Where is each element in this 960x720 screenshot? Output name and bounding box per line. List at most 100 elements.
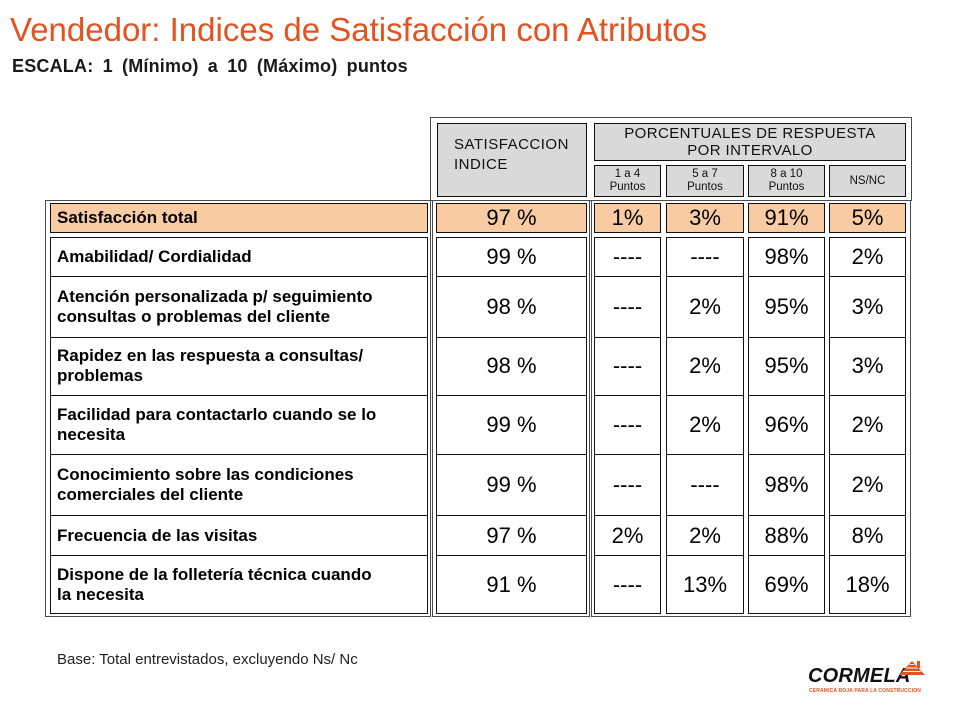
interval-nsnc-value: 18%: [845, 571, 890, 597]
interval-1-4-value: ----: [612, 412, 643, 437]
attribute-column: Amabilidad/ Cordialidad Atención personal…: [50, 237, 428, 614]
interval-1-4-value: ----: [612, 353, 643, 379]
base-footnote: Base: Total entrevistados, excluyendo Ns…: [57, 651, 358, 668]
interval-nsnc-value: 5%: [851, 205, 884, 230]
table-row-cell: 96%: [749, 394, 824, 455]
header-text-line: Puntos: [687, 181, 723, 193]
satisfaction-index-value: 99 %: [486, 472, 537, 498]
table-row-cell: 8%: [830, 515, 905, 555]
satisfaction-index-value: 98 %: [486, 353, 537, 379]
attribute-label-line: Conocimiento sobre las condiciones: [57, 465, 354, 485]
table-row-cell: ----: [595, 336, 660, 395]
table-row-cell: 95%: [749, 276, 824, 337]
table-row-cell: ----: [595, 454, 660, 515]
table-row-cell: Amabilidad/ Cordialidad: [51, 238, 427, 276]
table-row-cell: Atención personalizada p/ seguimiento con…: [51, 276, 427, 337]
header-text-line: INDICE: [454, 156, 508, 173]
satisfaction-index-value: 97 %: [486, 205, 537, 230]
interval-8-10-value: 96%: [764, 412, 809, 437]
table-row-cell: 99 %: [437, 238, 586, 276]
table-row-cell: 98%: [749, 454, 824, 515]
header-text-line: Puntos: [609, 181, 646, 193]
interval-5-7-total-cell: 3%: [666, 203, 744, 233]
header-text-line: POR INTERVALO: [687, 142, 813, 159]
attribute-label-line: Facilidad para contactarlo cuando se lo: [57, 405, 377, 424]
interval-8-10-value: 95%: [764, 294, 809, 320]
interval-8-10-total-cell: 91%: [748, 203, 825, 233]
table-row-cell: 2%: [595, 515, 660, 555]
attribute-label-line: Frecuencia de las visitas: [57, 525, 258, 545]
attribute-label-line: comerciales del cliente: [57, 485, 244, 505]
interval-8-10-value: 98%: [764, 244, 809, 270]
table-row-cell: 13%: [667, 555, 743, 613]
interval-1-4-header: 1 a 4 Puntos: [594, 165, 661, 197]
interval-8-10-value: 98%: [764, 472, 809, 498]
header-text-line: 8 a 10: [770, 168, 803, 180]
interval-5-7-value: 2%: [689, 294, 721, 320]
interval-5-7-value: 2%: [689, 522, 721, 548]
attribute-label-line: Amabilidad/ Cordialidad: [57, 247, 252, 267]
interval-1-4-value: ----: [612, 472, 643, 498]
table-row-cell: Rapidez en las respuesta a consultas/pro…: [51, 336, 427, 395]
attributes-frame: [45, 200, 431, 617]
interval-1-4-value: ----: [612, 294, 643, 320]
table-row-cell: ----: [595, 555, 660, 613]
interval-nsnc-value: 3%: [851, 353, 884, 379]
attribute-label-line: Satisfacción total: [57, 208, 198, 227]
table-row-cell: 3%: [830, 276, 905, 337]
table-row-cell: Facilidad para contactarlo cuando se lo n…: [51, 394, 427, 455]
table-row-cell: Frecuencia de las visitas: [51, 515, 427, 555]
interval-8-10-value: 88%: [764, 522, 809, 548]
table-row-cell: 2%: [830, 238, 905, 276]
attribute-total-cell: Satisfacción total: [50, 203, 428, 233]
header-text-line: Puntos: [768, 181, 805, 193]
header-text-line: 5 a 7: [692, 168, 718, 180]
table-row-cell: 99 %: [437, 454, 586, 515]
interval-1-4-total-cell: 1%: [594, 203, 661, 233]
attribute-label-line: necesita: [57, 425, 126, 444]
interval-nsnc-value: 2%: [851, 412, 884, 437]
header-text-line: PORCENTUALES DE RESPUESTA: [624, 125, 876, 142]
table-row-cell: 18%: [830, 555, 905, 613]
interval-nsnc-header: NS/NC: [829, 165, 906, 197]
satisfaction-index-value: 98 %: [486, 294, 537, 320]
table-row-cell: 2%: [667, 515, 743, 555]
interval-1-4-value: ----: [612, 244, 643, 270]
interval-5-7-column: ---- 2% 2% 2% ---- 2% 13%: [666, 237, 744, 614]
table-row-cell: 99 %: [437, 394, 586, 455]
header-text-line: NS/NC: [849, 174, 886, 187]
interval-1-4-value: 1%: [611, 205, 644, 230]
intervals-frame: [591, 200, 911, 617]
table-row-cell: Conocimiento sobre las condiciones comerc…: [51, 454, 427, 515]
satisfaction-index-total-cell: 97 %: [436, 203, 587, 233]
interval-5-7-value: ----: [690, 244, 720, 270]
table-row-cell: 91 %: [437, 555, 586, 613]
attribute-label-line: Dispone de la folletería técnica cuando: [57, 564, 372, 584]
attribute-label-line: Rapidez en las respuesta a consultas/: [57, 346, 364, 366]
attribute-label-line: Atención personalizada p/ seguimiento: [57, 287, 373, 307]
interval-nsnc-value: 8%: [851, 522, 884, 548]
table-row-cell: 2%: [667, 394, 743, 455]
interval-8-10-value: 95%: [764, 353, 809, 379]
slide-title: Vendedor: Indices de Satisfacción con At…: [10, 11, 708, 48]
satisfaction-index-value: 99 %: [486, 412, 537, 437]
table-row-cell: Dispone de la folletería técnica cuando l…: [51, 555, 427, 613]
table-row-cell: ----: [667, 454, 743, 515]
table-row-cell: ----: [595, 394, 660, 455]
table-row-cell: 2%: [830, 394, 905, 455]
interval-5-7-value: 3%: [689, 205, 721, 230]
scale-subtitle: ESCALA: 1 (Mínimo) a 10 (Máximo) puntos: [12, 56, 408, 76]
interval-1-4-value: 2%: [611, 522, 644, 548]
attribute-label-line: consultas o problemas del cliente: [57, 307, 331, 327]
roof-icon: [899, 661, 925, 675]
table-row-cell: ----: [595, 276, 660, 337]
table-row-cell: 2%: [667, 336, 743, 395]
satisfaction-index-value: 99 %: [486, 244, 537, 270]
interval-1-4-column: ---- ---- ---- ---- ---- 2% ----: [594, 237, 661, 614]
table-row-cell: 3%: [830, 336, 905, 395]
interval-8-10-header: 8 a 10 Puntos: [748, 165, 825, 197]
cormela-logo: CORMELA CERAMICA ROJA PARA LA CONSTRUCCI…: [804, 656, 928, 698]
interval-nsnc-value: 2%: [851, 472, 884, 498]
roof-chimney: [917, 661, 920, 668]
interval-1-4-value: ----: [612, 571, 643, 597]
